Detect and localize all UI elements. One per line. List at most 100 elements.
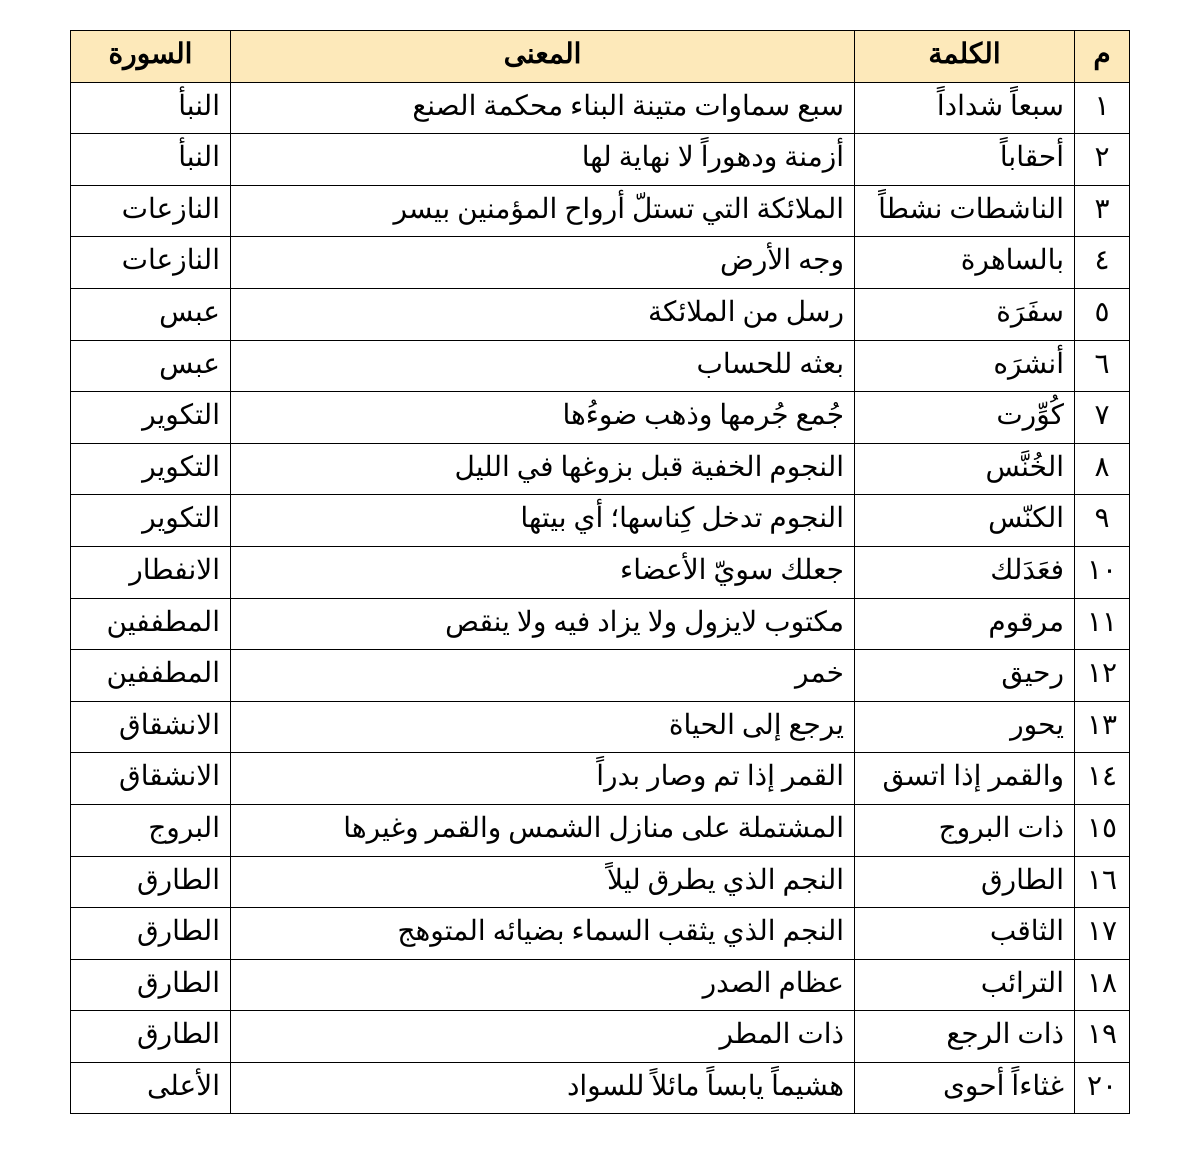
table-row: ١٣يحوريرجع إلى الحياةالانشقاق <box>71 701 1130 753</box>
table-row: ١٢رحيقخمرالمطففين <box>71 650 1130 702</box>
row-number: ١٧ <box>1075 908 1130 960</box>
surah-cell: الطارق <box>71 856 231 908</box>
word-cell: والقمر إذا اتسق <box>855 753 1075 805</box>
surah-cell: عبس <box>71 340 231 392</box>
row-number: ٢ <box>1075 134 1130 186</box>
word-cell: رحيق <box>855 650 1075 702</box>
col-header-number: م <box>1075 31 1130 83</box>
table-row: ١سبعاً شداداًسبع سماوات متينة البناء محك… <box>71 82 1130 134</box>
row-number: ١٥ <box>1075 804 1130 856</box>
meaning-cell: النجم الذي يثقب السماء بضيائه المتوهج <box>231 908 855 960</box>
word-cell: أنشرَه <box>855 340 1075 392</box>
table-row: ١٤والقمر إذا اتسقالقمر إذا تم وصار بدراً… <box>71 753 1130 805</box>
table-row: ٩الكنّسالنجوم تدخل كِناسها؛ أي بيتهاالتك… <box>71 495 1130 547</box>
word-cell: فعَدَلك <box>855 546 1075 598</box>
word-cell: يحور <box>855 701 1075 753</box>
word-cell: مرقوم <box>855 598 1075 650</box>
table-row: ١٥ذات البروجالمشتملة على منازل الشمس وال… <box>71 804 1130 856</box>
table-row: ١٨الترائبعظام الصدرالطارق <box>71 959 1130 1011</box>
word-cell: الكنّس <box>855 495 1075 547</box>
meaning-cell: عظام الصدر <box>231 959 855 1011</box>
surah-cell: المطففين <box>71 598 231 650</box>
word-cell: الطارق <box>855 856 1075 908</box>
meaning-cell: النجوم الخفية قبل بزوغها في الليل <box>231 443 855 495</box>
row-number: ٨ <box>1075 443 1130 495</box>
surah-cell: التكوير <box>71 392 231 444</box>
meaning-cell: مكتوب لايزول ولا يزاد فيه ولا ينقص <box>231 598 855 650</box>
meaning-cell: جُمع جُرمها وذهب ضوءُها <box>231 392 855 444</box>
surah-cell: الانفطار <box>71 546 231 598</box>
row-number: ٢٠ <box>1075 1062 1130 1114</box>
word-cell: الثاقب <box>855 908 1075 960</box>
row-number: ٧ <box>1075 392 1130 444</box>
meaning-cell: النجوم تدخل كِناسها؛ أي بيتها <box>231 495 855 547</box>
meaning-cell: النجم الذي يطرق ليلاً <box>231 856 855 908</box>
table-row: ٢أحقاباًأزمنة ودهوراً لا نهاية لهاالنبأ <box>71 134 1130 186</box>
table-row: ٨الخُنَّسالنجوم الخفية قبل بزوغها في الل… <box>71 443 1130 495</box>
surah-cell: المطففين <box>71 650 231 702</box>
surah-cell: النازعات <box>71 237 231 289</box>
word-cell: سفَرَة <box>855 288 1075 340</box>
surah-cell: التكوير <box>71 495 231 547</box>
surah-cell: التكوير <box>71 443 231 495</box>
table-row: ٣الناشطات نشطاًالملائكة التي تستلّ أرواح… <box>71 185 1130 237</box>
surah-cell: عبس <box>71 288 231 340</box>
table-row: ١٠فعَدَلكجعلك سويّ الأعضاءالانفطار <box>71 546 1130 598</box>
table-row: ٤بالساهرةوجه الأرضالنازعات <box>71 237 1130 289</box>
surah-cell: الانشقاق <box>71 753 231 805</box>
word-cell: بالساهرة <box>855 237 1075 289</box>
row-number: ١ <box>1075 82 1130 134</box>
table-row: ١٦الطارقالنجم الذي يطرق ليلاًالطارق <box>71 856 1130 908</box>
word-cell: الناشطات نشطاً <box>855 185 1075 237</box>
meaning-cell: الملائكة التي تستلّ أرواح المؤمنين بيسر <box>231 185 855 237</box>
meaning-cell: المشتملة على منازل الشمس والقمر وغيرها <box>231 804 855 856</box>
meaning-cell: هشيماً يابساً مائلاً للسواد <box>231 1062 855 1114</box>
table-header: م الكلمة المعنى السورة <box>71 31 1130 83</box>
table-row: ١٧الثاقبالنجم الذي يثقب السماء بضيائه ال… <box>71 908 1130 960</box>
row-number: ١٨ <box>1075 959 1130 1011</box>
row-number: ١٦ <box>1075 856 1130 908</box>
meaning-cell: ذات المطر <box>231 1011 855 1063</box>
row-number: ١٤ <box>1075 753 1130 805</box>
word-cell: كُوِّرت <box>855 392 1075 444</box>
row-number: ١٩ <box>1075 1011 1130 1063</box>
table-row: ٧كُوِّرتجُمع جُرمها وذهب ضوءُهاالتكوير <box>71 392 1130 444</box>
word-cell: ذات البروج <box>855 804 1075 856</box>
col-header-surah: السورة <box>71 31 231 83</box>
vocab-table: م الكلمة المعنى السورة ١سبعاً شداداًسبع … <box>70 30 1130 1114</box>
surah-cell: النازعات <box>71 185 231 237</box>
meaning-cell: القمر إذا تم وصار بدراً <box>231 753 855 805</box>
table-row: ١١مرقوممكتوب لايزول ولا يزاد فيه ولا ينق… <box>71 598 1130 650</box>
word-cell: ذات الرجع <box>855 1011 1075 1063</box>
word-cell: سبعاً شداداً <box>855 82 1075 134</box>
col-header-meaning: المعنى <box>231 31 855 83</box>
row-number: ٥ <box>1075 288 1130 340</box>
meaning-cell: سبع سماوات متينة البناء محكمة الصنع <box>231 82 855 134</box>
table-row: ٥سفَرَةرسل من الملائكةعبس <box>71 288 1130 340</box>
table-row: ١٩ذات الرجعذات المطرالطارق <box>71 1011 1130 1063</box>
surah-cell: الأعلى <box>71 1062 231 1114</box>
row-number: ٩ <box>1075 495 1130 547</box>
word-cell: أحقاباً <box>855 134 1075 186</box>
page: م الكلمة المعنى السورة ١سبعاً شداداًسبع … <box>0 0 1200 1154</box>
meaning-cell: أزمنة ودهوراً لا نهاية لها <box>231 134 855 186</box>
surah-cell: الطارق <box>71 908 231 960</box>
meaning-cell: وجه الأرض <box>231 237 855 289</box>
row-number: ٤ <box>1075 237 1130 289</box>
surah-cell: الطارق <box>71 959 231 1011</box>
word-cell: الخُنَّس <box>855 443 1075 495</box>
row-number: ٦ <box>1075 340 1130 392</box>
table-row: ٦أنشرَهبعثه للحسابعبس <box>71 340 1130 392</box>
word-cell: الترائب <box>855 959 1075 1011</box>
header-row: م الكلمة المعنى السورة <box>71 31 1130 83</box>
row-number: ٣ <box>1075 185 1130 237</box>
surah-cell: النبأ <box>71 134 231 186</box>
word-cell: غثاءاً أحوى <box>855 1062 1075 1114</box>
meaning-cell: يرجع إلى الحياة <box>231 701 855 753</box>
row-number: ١٣ <box>1075 701 1130 753</box>
surah-cell: الطارق <box>71 1011 231 1063</box>
surah-cell: البروج <box>71 804 231 856</box>
row-number: ١٢ <box>1075 650 1130 702</box>
surah-cell: الانشقاق <box>71 701 231 753</box>
table-body: ١سبعاً شداداًسبع سماوات متينة البناء محك… <box>71 82 1130 1114</box>
